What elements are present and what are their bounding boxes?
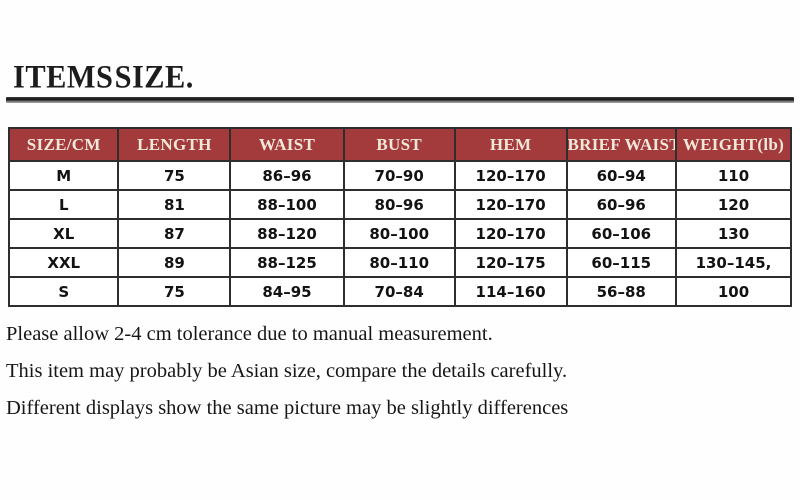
column-header-length: LENGTH xyxy=(117,127,232,162)
table-cell: 120–170 xyxy=(453,160,568,191)
table-cell: 75 xyxy=(117,160,232,191)
column-header-weight: WEIGHT(lb) xyxy=(674,127,793,162)
table-cell: 130 xyxy=(674,218,793,249)
size-cell: L xyxy=(7,189,120,220)
table-cell: 114–160 xyxy=(453,276,568,307)
table-row-s: S 75 84–95 70–84 114–160 56–88 100 xyxy=(7,276,793,307)
page-title: ITEMS SIZE. xyxy=(13,58,194,95)
table-cell: 88–125 xyxy=(229,247,345,278)
notes-section: Please allow 2-4 cm tolerance due to man… xyxy=(6,322,786,433)
table-cell: 60–115 xyxy=(565,247,677,278)
table-cell: 60–94 xyxy=(565,160,677,191)
size-cell: XL xyxy=(7,218,120,249)
table-cell: 60–106 xyxy=(565,218,677,249)
table-cell: 89 xyxy=(117,247,232,278)
column-header-brief-waist: BRIEF WAIST xyxy=(565,127,677,162)
table-row-l: L 81 88–100 80–96 120–170 60–96 120 xyxy=(7,189,793,220)
note-display: Different displays show the same picture… xyxy=(6,397,569,419)
table-cell: 81 xyxy=(117,189,232,220)
table-cell: 84–95 xyxy=(229,276,345,307)
table-cell: 87 xyxy=(117,218,232,249)
table-header-row: SIZE/CM LENGTH WAIST BUST HEM BRIEF WAIS… xyxy=(7,127,793,162)
column-header-hem: HEM xyxy=(453,127,568,162)
table-cell: 80–100 xyxy=(342,218,456,249)
column-header-bust: BUST xyxy=(342,127,456,162)
table-cell: 110 xyxy=(674,160,793,191)
table-cell: 120–175 xyxy=(453,247,568,278)
table-cell: 70–90 xyxy=(342,160,456,191)
table-cell: 88–100 xyxy=(229,189,345,220)
table-cell: 120–170 xyxy=(453,218,568,249)
table-cell: 70–84 xyxy=(342,276,456,307)
column-header-waist: WAIST xyxy=(229,127,345,162)
table-cell: 80–96 xyxy=(342,189,456,220)
table-row-xl: XL 87 88–120 80–100 120–170 60–106 130 xyxy=(7,218,793,249)
table-cell: 88–120 xyxy=(229,218,345,249)
size-cell: XXL xyxy=(7,247,120,278)
table-cell: 86–96 xyxy=(229,160,345,191)
table-cell: 56–88 xyxy=(565,276,677,307)
table-cell: 60–96 xyxy=(565,189,677,220)
table-row-xxl: XXL 89 88–125 80–110 120–175 60–115 130–… xyxy=(7,247,793,278)
size-table: SIZE/CM LENGTH WAIST BUST HEM BRIEF WAIS… xyxy=(7,127,793,307)
column-header-size: SIZE/CM xyxy=(7,127,120,162)
note-tolerance: Please allow 2-4 cm tolerance due to man… xyxy=(6,323,493,345)
size-cell: M xyxy=(7,160,120,191)
table-row-m: M 75 86–96 70–90 120–170 60–94 110 xyxy=(7,160,793,191)
table-cell: 75 xyxy=(117,276,232,307)
table-cell: 120 xyxy=(674,189,793,220)
table-cell: 100 xyxy=(674,276,793,307)
title-divider xyxy=(6,97,794,103)
table-cell: 80–110 xyxy=(342,247,456,278)
size-cell: S xyxy=(7,276,120,307)
note-asian-size: This item may probably be Asian size, co… xyxy=(6,360,568,382)
table-cell: 130–145, xyxy=(674,247,793,278)
table-cell: 120–170 xyxy=(453,189,568,220)
